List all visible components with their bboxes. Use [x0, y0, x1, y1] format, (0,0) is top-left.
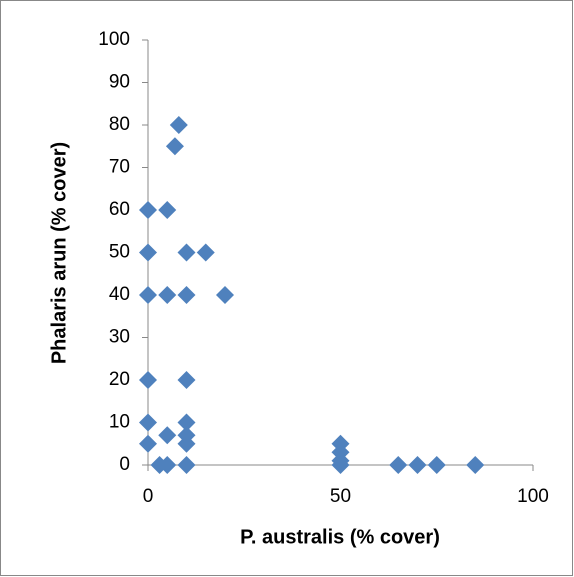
scatter-point	[158, 426, 177, 445]
y-tick-label: 50	[109, 242, 130, 263]
y-tick-label: 80	[109, 114, 130, 135]
scatter-point	[389, 456, 408, 474]
y-tick-label: 90	[109, 72, 130, 93]
x-tick-label: 50	[330, 486, 351, 507]
scatter-point	[408, 456, 427, 474]
y-tick-label: 70	[109, 157, 130, 178]
y-tick-label: 60	[109, 199, 130, 220]
scatter-point	[139, 434, 157, 453]
scatter-point	[196, 243, 215, 262]
y-tick-label: 0	[119, 454, 130, 475]
scatter-point	[177, 456, 196, 474]
y-tick-label: 30	[109, 327, 130, 348]
scatter-point	[216, 286, 234, 304]
y-tick-label: 20	[109, 369, 130, 390]
y-tick-label: 40	[109, 284, 130, 305]
scatter-point	[169, 116, 188, 134]
x-tick-label: 0	[143, 486, 154, 507]
scatter-point	[177, 243, 196, 262]
scatter-point	[177, 413, 196, 432]
scatter-point	[158, 201, 177, 219]
scatter-point	[139, 413, 157, 432]
scatter-point	[139, 371, 157, 389]
scatter-point	[139, 286, 157, 304]
scatter-point	[165, 137, 184, 156]
scatter-point	[158, 286, 177, 304]
x-axis-title: P. australis (% cover)	[240, 526, 440, 548]
scatter-point	[177, 434, 196, 453]
scatter-point	[158, 456, 177, 474]
scatter-point	[139, 243, 157, 262]
y-tick-label: 100	[98, 29, 130, 50]
y-axis-title: Phalaris arun (% cover)	[48, 142, 70, 364]
y-tick-label: 10	[109, 412, 130, 433]
scatter-point	[427, 456, 446, 474]
x-tick-label: 100	[517, 486, 549, 507]
scatter-point	[177, 371, 196, 389]
scatter-point	[139, 201, 157, 219]
scatter-point	[466, 456, 485, 474]
scatter-point	[331, 456, 350, 474]
scatter-point	[177, 286, 196, 304]
